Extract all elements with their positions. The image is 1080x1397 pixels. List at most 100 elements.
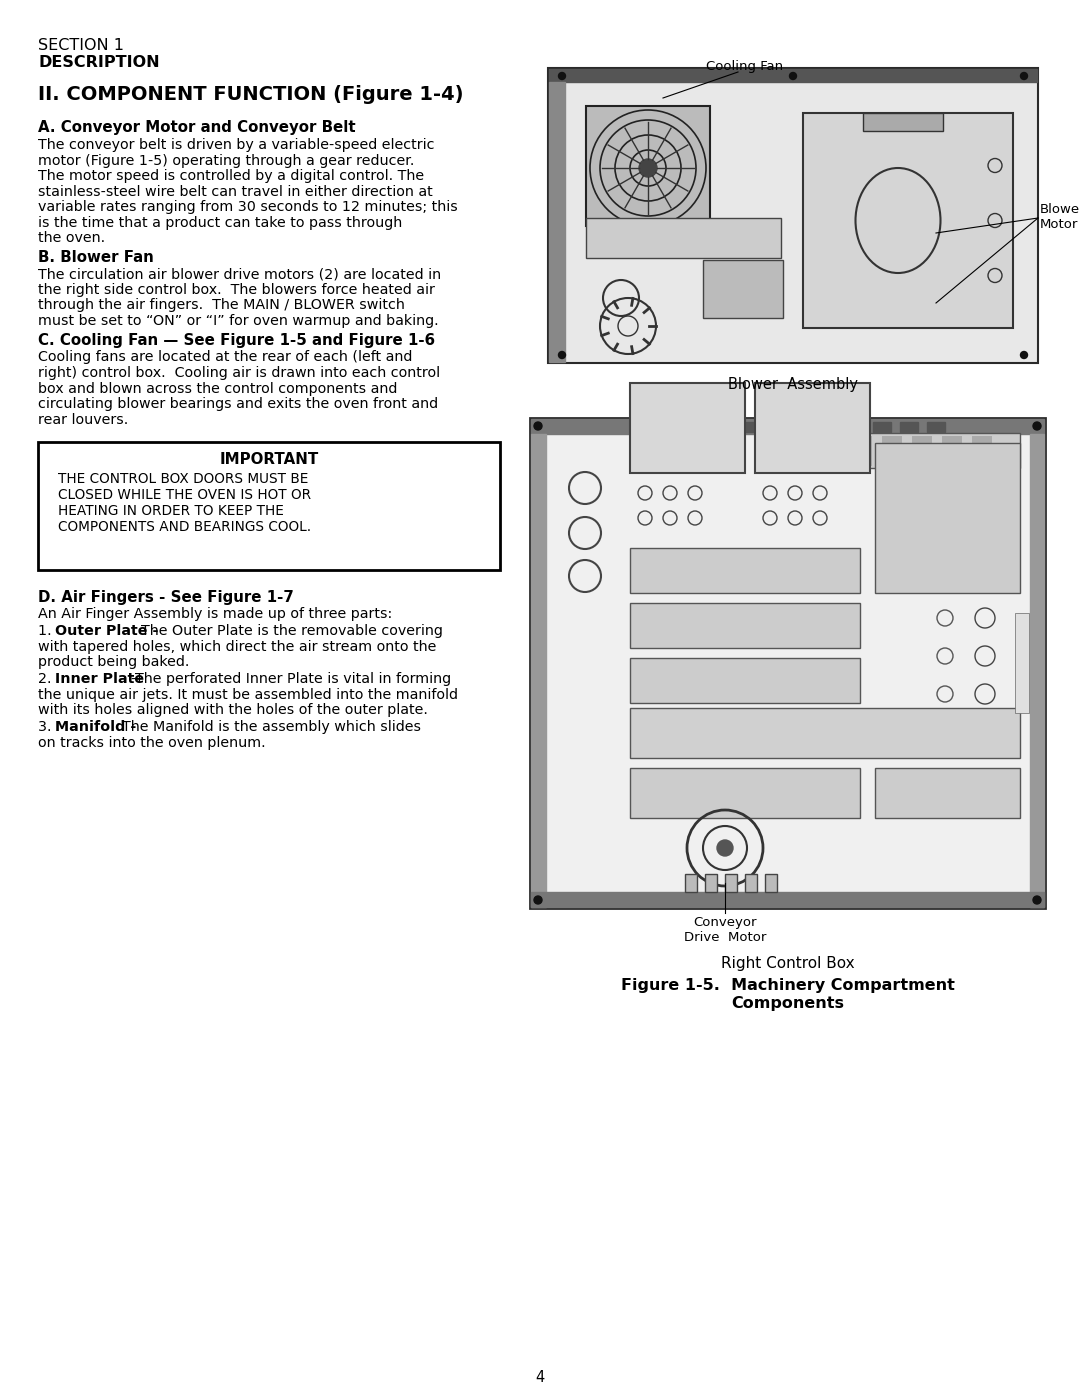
Bar <box>762 436 782 467</box>
Text: DESCRIPTION: DESCRIPTION <box>38 54 160 70</box>
Bar <box>630 383 745 474</box>
Bar <box>765 422 783 432</box>
Text: stainless-steel wire belt can travel in either direction at: stainless-steel wire belt can travel in … <box>38 184 433 198</box>
Text: must be set to “ON” or “I” for oven warmup and baking.: must be set to “ON” or “I” for oven warm… <box>38 314 438 328</box>
Bar <box>875 768 1020 819</box>
Circle shape <box>1032 422 1041 430</box>
Bar <box>972 436 993 467</box>
Bar <box>531 419 1044 434</box>
Text: circulating blower bearings and exits the oven front and: circulating blower bearings and exits th… <box>38 397 438 411</box>
Bar <box>863 113 943 131</box>
Text: motor (Figure 1-5) operating through a gear reducer.: motor (Figure 1-5) operating through a g… <box>38 154 415 168</box>
Text: Conveyor
Drive  Motor: Conveyor Drive Motor <box>684 916 766 944</box>
Bar <box>765 875 777 893</box>
Text: the right side control box.  The blowers force heated air: the right side control box. The blowers … <box>38 284 435 298</box>
Bar <box>549 68 1037 82</box>
Text: CLOSED WHILE THE OVEN IS HOT OR: CLOSED WHILE THE OVEN IS HOT OR <box>58 488 311 502</box>
Text: II. COMPONENT FUNCTION (Figure 1-4): II. COMPONENT FUNCTION (Figure 1-4) <box>38 85 463 103</box>
Text: the unique air jets. It must be assembled into the manifold: the unique air jets. It must be assemble… <box>38 687 458 701</box>
Text: THE CONTROL BOX DOORS MUST BE: THE CONTROL BOX DOORS MUST BE <box>58 472 309 486</box>
Text: C. Cooling Fan — See Figure 1-5 and Figure 1-6: C. Cooling Fan — See Figure 1-5 and Figu… <box>38 334 435 348</box>
Text: IMPORTANT: IMPORTANT <box>219 453 319 467</box>
Bar <box>873 422 891 432</box>
Text: rear louvers.: rear louvers. <box>38 412 129 426</box>
Bar <box>900 422 918 432</box>
Circle shape <box>558 73 566 80</box>
Bar <box>711 422 729 432</box>
Text: Cooling fans are located at the rear of each (left and: Cooling fans are located at the rear of … <box>38 351 413 365</box>
Bar <box>822 436 842 467</box>
Bar <box>927 422 945 432</box>
Text: Right Control Box: Right Control Box <box>720 956 854 971</box>
Text: 2.: 2. <box>38 672 56 686</box>
Text: COMPONENTS AND BEARINGS COOL.: COMPONENTS AND BEARINGS COOL. <box>58 520 311 534</box>
Bar <box>548 68 1038 363</box>
Bar <box>738 422 756 432</box>
Bar <box>846 422 864 432</box>
Text: on tracks into the oven plenum.: on tracks into the oven plenum. <box>38 735 266 750</box>
Circle shape <box>1032 895 1041 904</box>
Bar <box>942 436 962 467</box>
Bar <box>882 436 902 467</box>
Text: with its holes aligned with the holes of the outer plate.: with its holes aligned with the holes of… <box>38 703 428 717</box>
Circle shape <box>1021 73 1027 80</box>
Text: the oven.: the oven. <box>38 231 105 244</box>
Text: Outer Plate -: Outer Plate - <box>55 624 159 638</box>
Text: Cooling Fan: Cooling Fan <box>706 60 783 73</box>
Text: Inner Plate: Inner Plate <box>55 672 144 686</box>
Text: with tapered holes, which direct the air stream onto the: with tapered holes, which direct the air… <box>38 640 436 654</box>
Bar <box>630 658 860 703</box>
Bar <box>760 433 1020 468</box>
Bar <box>745 875 757 893</box>
Bar <box>705 875 717 893</box>
Text: Manifold -: Manifold - <box>55 719 136 733</box>
Circle shape <box>639 159 657 177</box>
Bar <box>530 418 1045 908</box>
Bar <box>792 436 812 467</box>
Circle shape <box>789 73 797 80</box>
Text: B. Blower Fan: B. Blower Fan <box>38 250 153 265</box>
Bar <box>1030 434 1044 907</box>
Text: Components: Components <box>731 996 843 1011</box>
Text: through the air fingers.  The MAIN / BLOWER switch: through the air fingers. The MAIN / BLOW… <box>38 299 405 313</box>
Circle shape <box>717 840 733 856</box>
Circle shape <box>1021 352 1027 359</box>
Bar <box>630 422 648 432</box>
Circle shape <box>534 895 542 904</box>
Text: The Outer Plate is the removable covering: The Outer Plate is the removable coverin… <box>141 624 443 638</box>
Bar <box>792 422 810 432</box>
Bar <box>630 768 860 819</box>
Circle shape <box>534 422 542 430</box>
Bar <box>684 422 702 432</box>
Bar <box>531 893 1044 907</box>
Bar <box>586 218 781 258</box>
Bar <box>685 875 697 893</box>
Bar <box>819 422 837 432</box>
Text: Blower  Assembly: Blower Assembly <box>728 377 858 393</box>
Bar <box>630 548 860 592</box>
Text: D. Air Fingers - See Figure 1-7: D. Air Fingers - See Figure 1-7 <box>38 590 294 605</box>
Text: -The perforated Inner Plate is vital in forming: -The perforated Inner Plate is vital in … <box>131 672 451 686</box>
Bar <box>531 434 546 907</box>
Text: The circulation air blower drive motors (2) are located in: The circulation air blower drive motors … <box>38 267 441 282</box>
Bar <box>703 260 783 319</box>
Bar <box>586 106 710 226</box>
Bar <box>725 875 737 893</box>
Text: Blower
Motor: Blower Motor <box>1040 203 1080 231</box>
Text: right) control box.  Cooling air is drawn into each control: right) control box. Cooling air is drawn… <box>38 366 441 380</box>
Text: The motor speed is controlled by a digital control. The: The motor speed is controlled by a digit… <box>38 169 424 183</box>
Bar <box>657 422 675 432</box>
Bar <box>875 443 1020 592</box>
Text: A. Conveyor Motor and Conveyor Belt: A. Conveyor Motor and Conveyor Belt <box>38 120 355 136</box>
Text: is the time that a product can take to pass through: is the time that a product can take to p… <box>38 215 402 229</box>
Text: variable rates ranging from 30 seconds to 12 minutes; this: variable rates ranging from 30 seconds t… <box>38 200 458 214</box>
Bar <box>549 82 565 362</box>
Text: product being baked.: product being baked. <box>38 655 189 669</box>
Text: 3.: 3. <box>38 719 56 733</box>
Text: 1.: 1. <box>38 624 56 638</box>
Bar <box>38 441 500 570</box>
Circle shape <box>558 352 566 359</box>
Bar <box>630 604 860 648</box>
Bar <box>804 113 1013 328</box>
Bar <box>755 383 870 474</box>
